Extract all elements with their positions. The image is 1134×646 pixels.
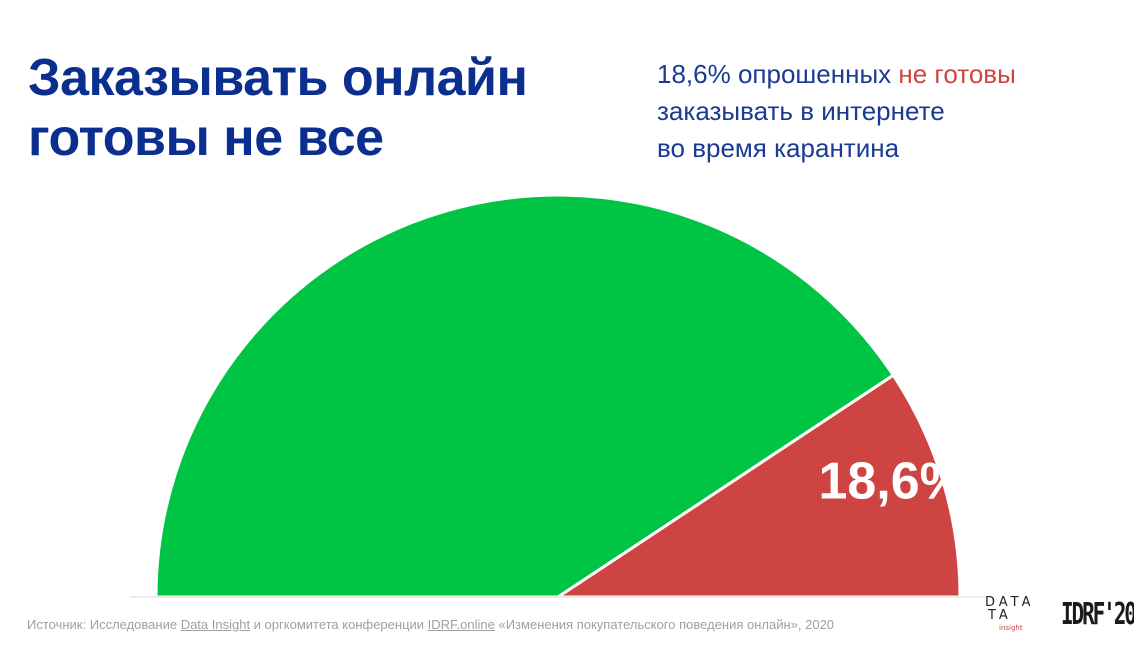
source-suffix: «Изменения покупательского поведения онл… <box>494 617 835 632</box>
datainsight-logo-line2: TA <box>988 608 1012 623</box>
source-link-datainsight[interactable]: Data Insight <box>180 617 251 632</box>
title-line-2: готовы не все <box>28 109 384 167</box>
idrf-logo: IDRF'20 <box>1061 597 1134 632</box>
source-note: Источник: Исследование Data Insight и ор… <box>27 617 834 632</box>
datainsight-logo: DATA TA insight <box>985 596 1045 636</box>
source-prefix: Источник: Исследование <box>27 617 181 632</box>
callout-line-2: заказывать в интернете <box>657 96 945 126</box>
title-line-1: Заказывать онлайн <box>28 49 528 107</box>
callout-part-1: 18,6% опрошенных <box>657 59 899 89</box>
callout-line-3: во время карантина <box>657 133 900 163</box>
callout-highlight: не готовы <box>898 59 1016 89</box>
datainsight-logo-sub: insight <box>999 624 1023 632</box>
source-mid: и оргкомитета конференции <box>250 617 428 632</box>
slice-1 <box>553 373 962 599</box>
source-link-idrf[interactable]: IDRF.online <box>427 617 495 632</box>
page-title: Заказывать онлайн готовы не все <box>28 48 648 168</box>
slice-label-1: 18,6% <box>818 452 965 510</box>
datainsight-logo-line1: DATA <box>985 595 1035 610</box>
callout-text: 18,6% опрошенных не готовы заказывать в … <box>657 56 1117 167</box>
callout-line-1: 18,6% опрошенных не готовы <box>657 56 1117 93</box>
